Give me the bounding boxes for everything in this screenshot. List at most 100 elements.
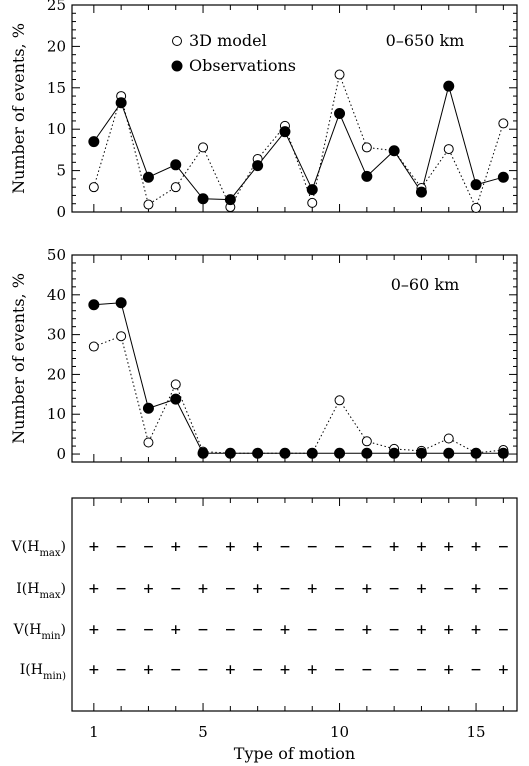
sign-cell: + bbox=[253, 579, 263, 599]
sign-cell: − bbox=[171, 660, 181, 680]
data-point-model bbox=[471, 202, 482, 213]
sign-cell: + bbox=[416, 537, 426, 557]
row-label-main: I(H bbox=[16, 581, 39, 597]
data-point-observation bbox=[224, 194, 236, 206]
data-point-observation bbox=[115, 297, 127, 309]
sign-cell: − bbox=[198, 537, 208, 557]
data-point-observation bbox=[388, 447, 400, 459]
row-label-close: ) bbox=[61, 539, 66, 555]
sign-cell: − bbox=[334, 660, 344, 680]
data-point-model bbox=[88, 182, 99, 193]
series-line-observations bbox=[93, 302, 504, 454]
sign-cell: − bbox=[498, 579, 508, 599]
y-axis-label: Number of events, % bbox=[9, 273, 28, 444]
x-tick-label: 1 bbox=[89, 723, 99, 741]
series-line-observations bbox=[93, 84, 504, 201]
sign-cell: − bbox=[116, 660, 126, 680]
data-point-model bbox=[498, 118, 509, 129]
sign-cell: + bbox=[307, 660, 317, 680]
sign-cell: + bbox=[253, 537, 263, 557]
x-tick-label: 5 bbox=[198, 723, 208, 741]
sign-cell: + bbox=[471, 579, 481, 599]
plot-frame bbox=[71, 497, 518, 712]
sign-cell: − bbox=[389, 660, 399, 680]
sign-cell: + bbox=[362, 620, 372, 640]
sign-cell: + bbox=[171, 537, 181, 557]
sign-cell: − bbox=[334, 537, 344, 557]
sign-cell: + bbox=[498, 660, 508, 680]
sign-cell: + bbox=[471, 620, 481, 640]
y-tick-label: 10 bbox=[47, 120, 66, 138]
sign-cell: − bbox=[389, 579, 399, 599]
data-point-model bbox=[170, 379, 181, 390]
sign-cell: + bbox=[225, 660, 235, 680]
sign-cell: + bbox=[225, 537, 235, 557]
region-label: 0–60 km bbox=[391, 275, 460, 294]
data-point-model bbox=[443, 433, 454, 444]
y-tick-label: 0 bbox=[56, 203, 66, 221]
data-point-observation bbox=[88, 299, 100, 311]
row-label-subscript: max bbox=[39, 590, 60, 601]
sign-cell: − bbox=[498, 620, 508, 640]
data-point-observation bbox=[224, 447, 236, 459]
data-point-observation bbox=[334, 107, 346, 119]
data-point-observation bbox=[115, 97, 127, 109]
data-point-model bbox=[361, 436, 372, 447]
sign-cell: + bbox=[89, 537, 99, 557]
data-point-observation bbox=[443, 447, 455, 459]
sign-cell: + bbox=[280, 660, 290, 680]
row-label-close: ) bbox=[61, 581, 66, 597]
sign-cell: + bbox=[171, 620, 181, 640]
row-label-subscript: min) bbox=[43, 671, 66, 682]
data-point-model bbox=[88, 341, 99, 352]
sign-cell: + bbox=[89, 660, 99, 680]
sign-cell: + bbox=[416, 620, 426, 640]
sign-cell: + bbox=[143, 660, 153, 680]
sign-cell: − bbox=[498, 537, 508, 557]
sign-cell: − bbox=[116, 579, 126, 599]
row-label-subscript: min bbox=[41, 631, 61, 642]
data-point-model bbox=[198, 142, 209, 153]
x-tick-label: 10 bbox=[330, 723, 349, 741]
y-tick-label: 40 bbox=[47, 286, 66, 304]
y-tick-label: 15 bbox=[47, 79, 66, 97]
data-point-observation bbox=[361, 170, 373, 182]
row-label-close: ) bbox=[61, 622, 66, 638]
data-point-model bbox=[143, 199, 154, 210]
series-line-3d-model bbox=[93, 72, 504, 210]
sign-cell: + bbox=[444, 620, 454, 640]
y-tick-label: 5 bbox=[56, 162, 66, 180]
sign-cell: − bbox=[307, 620, 317, 640]
data-point-observation bbox=[170, 159, 182, 171]
sign-cell: + bbox=[471, 537, 481, 557]
sign-cell: − bbox=[471, 660, 481, 680]
legend-label: Observations bbox=[189, 56, 296, 75]
data-point-observation bbox=[88, 136, 100, 148]
sign-cell: − bbox=[253, 620, 263, 640]
sign-cell: − bbox=[116, 620, 126, 640]
data-point-model bbox=[170, 182, 181, 193]
sign-cell: − bbox=[280, 579, 290, 599]
sign-cell: + bbox=[416, 579, 426, 599]
data-point-model bbox=[143, 437, 154, 448]
sign-cell: + bbox=[362, 579, 372, 599]
row-label-main: I(H bbox=[20, 662, 43, 678]
y-tick-label: 50 bbox=[47, 246, 66, 264]
sign-cell: + bbox=[444, 537, 454, 557]
row-label-main: V(H bbox=[13, 622, 42, 638]
sign-cell: − bbox=[334, 579, 344, 599]
data-point-observation bbox=[142, 171, 154, 183]
data-point-observation bbox=[470, 179, 482, 191]
sign-cell: − bbox=[143, 620, 153, 640]
row-label-subscript: max bbox=[39, 548, 60, 559]
sign-cell: − bbox=[334, 620, 344, 640]
data-point-observation bbox=[470, 447, 482, 459]
sign-cell: − bbox=[444, 579, 454, 599]
y-tick-label: 20 bbox=[47, 37, 66, 55]
sign-cell: − bbox=[362, 660, 372, 680]
sign-cell: − bbox=[416, 660, 426, 680]
legend-marker-filled bbox=[171, 60, 183, 72]
data-point-observation bbox=[170, 393, 182, 405]
y-tick-label: 25 bbox=[47, 0, 66, 14]
data-point-observation bbox=[252, 160, 264, 172]
